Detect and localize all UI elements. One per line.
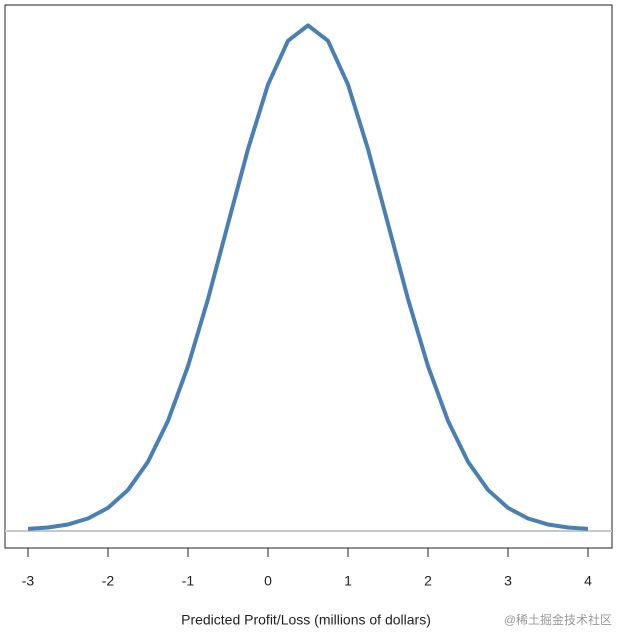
x-tick-label: -1 bbox=[182, 573, 195, 589]
x-tick-label: 4 bbox=[584, 573, 592, 589]
x-tick-label: 3 bbox=[504, 573, 512, 589]
x-tick-label: 1 bbox=[344, 573, 352, 589]
x-tick-label: 2 bbox=[424, 573, 432, 589]
watermark: @稀土掘金技术社区 bbox=[504, 612, 612, 627]
x-tick-label: 0 bbox=[264, 573, 272, 589]
x-tick-label: -2 bbox=[102, 573, 115, 589]
x-tick-label: -3 bbox=[22, 573, 35, 589]
density-line bbox=[27, 23, 589, 531]
plot-frame bbox=[4, 4, 613, 549]
x-axis-label: Predicted Profit/Loss (millions of dolla… bbox=[181, 612, 431, 628]
